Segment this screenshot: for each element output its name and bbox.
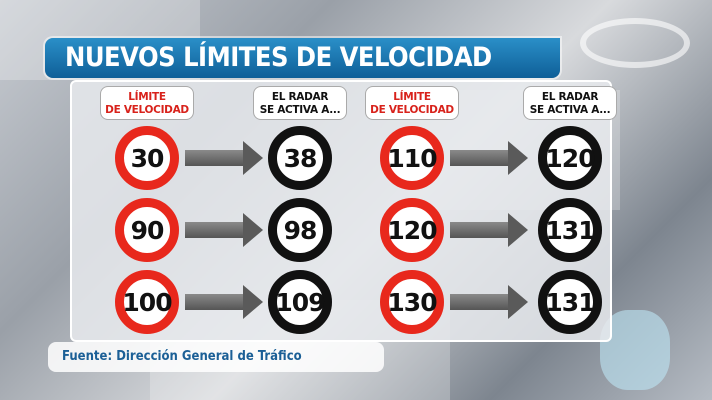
arrow-icon [450,285,528,319]
limit-header: LÍMITE DE VELOCIDAD [365,86,459,120]
radar-threshold-sign: 109 [268,270,332,334]
speed-limit-sign: 100 [115,270,179,334]
speed-limit-sign: 120 [380,198,444,262]
radar-threshold-sign: 38 [268,126,332,190]
page-title: NUEVOS LÍMITES DE VELOCIDAD [45,38,560,78]
arrow-icon [450,141,528,175]
arrow-icon [185,213,263,247]
radar-threshold-sign: 120 [538,126,602,190]
radar-header: EL RADAR SE ACTIVA A... [523,86,617,120]
radar-threshold-sign: 98 [268,198,332,262]
source-caption: Fuente: Dirección General de Tráfico [48,342,384,372]
speed-limit-sign: 130 [380,270,444,334]
arrow-icon [185,141,263,175]
arrow-icon [185,285,263,319]
arrow-icon [450,213,528,247]
speed-limit-sign: 90 [115,198,179,262]
radar-threshold-sign: 131 [538,198,602,262]
radar-threshold-sign: 131 [538,270,602,334]
speed-limit-sign: 110 [380,126,444,190]
channel-logo [580,18,690,68]
limit-header: LÍMITE DE VELOCIDAD [100,86,194,120]
speed-limit-sign: 30 [115,126,179,190]
radar-header: EL RADAR SE ACTIVA A... [253,86,347,120]
